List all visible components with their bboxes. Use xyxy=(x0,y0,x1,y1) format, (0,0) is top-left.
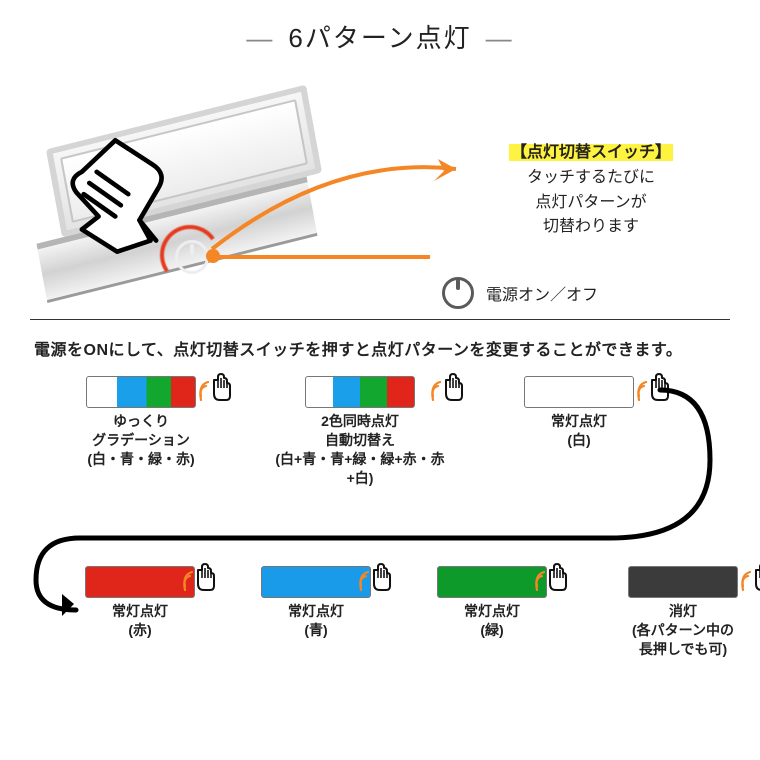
arrow-to-switch-label xyxy=(212,165,472,255)
tap-icon xyxy=(356,558,396,602)
mode-swatch xyxy=(305,376,415,408)
switch-callout: 【点灯切替スイッチ】 タッチするたびに 点灯パターンが 切替わります xyxy=(476,141,706,240)
tap-icon xyxy=(196,368,236,412)
mode-caption: 消灯(各パターン中の長押しでも可) xyxy=(632,602,734,659)
divider xyxy=(30,319,730,320)
mode-off: 消灯(各パターン中の長押しでも可) xyxy=(598,566,760,659)
mode-caption: 常灯点灯(緑) xyxy=(464,602,520,640)
tap-icon xyxy=(428,368,468,412)
hero-diagram: 【点灯切替スイッチ】 タッチするたびに 点灯パターンが 切替わります 電源オン／… xyxy=(0,65,760,315)
mode-red: 常灯点灯(赤) xyxy=(70,566,210,659)
pointing-hand-icon xyxy=(36,131,176,261)
cycle-flow-arrow xyxy=(50,424,700,564)
mode-green: 常灯点灯(緑) xyxy=(422,566,562,659)
power-icon xyxy=(440,275,476,311)
mode-swatch xyxy=(524,376,634,408)
mode-cycle-diagram: ゆっくりグラデーション(白・青・緑・赤)2色同時点灯自動切替え(白+青・青+緑・… xyxy=(0,376,760,716)
tap-icon xyxy=(738,558,760,602)
arrow-to-power-label xyxy=(210,255,430,259)
mode-caption: 常灯点灯(赤) xyxy=(112,602,168,640)
power-label: 電源オン／オフ xyxy=(440,275,598,311)
mode-swatch xyxy=(628,566,738,598)
mode-blue: 常灯点灯(青) xyxy=(246,566,386,659)
page-title: 6パターン点灯 xyxy=(0,0,760,65)
mode-swatch xyxy=(261,566,371,598)
mode-swatch xyxy=(437,566,547,598)
switch-callout-highlight: 【点灯切替スイッチ】 xyxy=(509,144,673,161)
mode-caption: 常灯点灯(青) xyxy=(288,602,344,640)
device-power-icon xyxy=(175,240,209,274)
mode-swatch xyxy=(85,566,195,598)
mode-swatch xyxy=(86,376,196,408)
tap-icon xyxy=(180,558,220,602)
tap-icon xyxy=(532,558,572,602)
